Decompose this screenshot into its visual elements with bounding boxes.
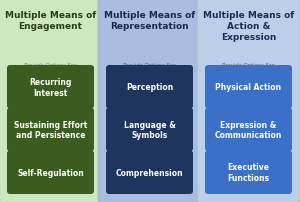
FancyBboxPatch shape: [106, 108, 193, 152]
Text: Self-Regulation: Self-Regulation: [17, 168, 84, 177]
Text: Comprehension: Comprehension: [116, 168, 183, 177]
Text: Provide Options For:: Provide Options For:: [123, 63, 176, 68]
FancyBboxPatch shape: [197, 0, 300, 202]
FancyBboxPatch shape: [7, 66, 94, 109]
FancyBboxPatch shape: [98, 0, 201, 202]
FancyBboxPatch shape: [106, 66, 193, 109]
Text: Language &
Symbols: Language & Symbols: [124, 120, 176, 140]
Text: Perception: Perception: [126, 83, 173, 92]
Text: Provide Options For:: Provide Options For:: [24, 63, 77, 68]
FancyBboxPatch shape: [7, 108, 94, 152]
Text: Sustaining Effort
and Persistence: Sustaining Effort and Persistence: [14, 120, 87, 140]
Text: Executive
Functions: Executive Functions: [227, 163, 270, 182]
FancyBboxPatch shape: [106, 150, 193, 194]
Text: Multiple Means of
Action &
Expression: Multiple Means of Action & Expression: [203, 11, 294, 41]
Text: Provide Options For:: Provide Options For:: [222, 63, 275, 68]
FancyBboxPatch shape: [205, 66, 292, 109]
FancyBboxPatch shape: [7, 150, 94, 194]
FancyBboxPatch shape: [0, 0, 102, 202]
Text: Multiple Means of
Engagement: Multiple Means of Engagement: [5, 11, 96, 31]
Text: Expression &
Communication: Expression & Communication: [215, 120, 282, 140]
Text: Recurring
Interest: Recurring Interest: [29, 78, 72, 97]
Text: Physical Action: Physical Action: [215, 83, 282, 92]
FancyBboxPatch shape: [205, 150, 292, 194]
Text: Multiple Means of
Representation: Multiple Means of Representation: [104, 11, 195, 31]
FancyBboxPatch shape: [205, 108, 292, 152]
